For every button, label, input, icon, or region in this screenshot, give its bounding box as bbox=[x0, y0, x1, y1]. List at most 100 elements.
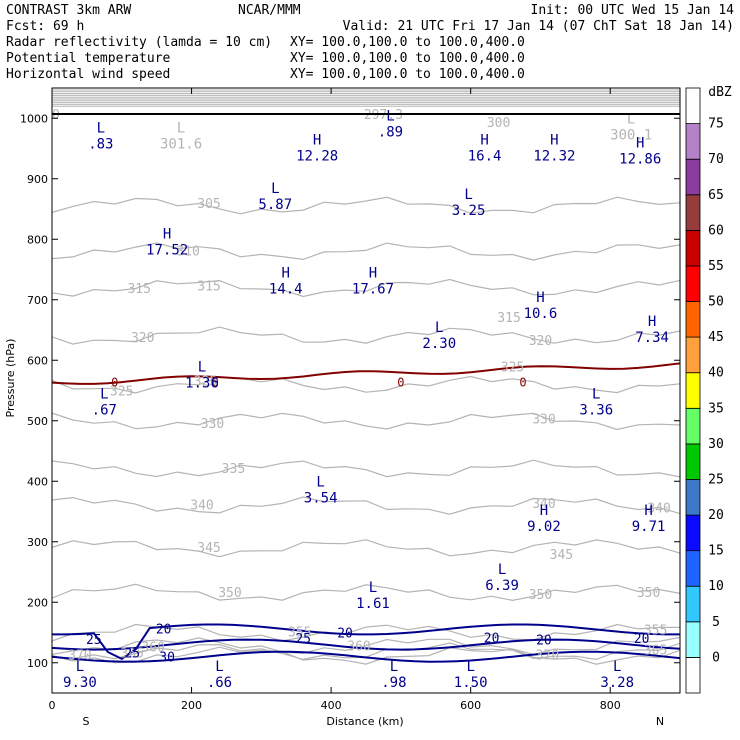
center-value: 9.02 bbox=[527, 519, 561, 535]
colorbar-unit: dBZ bbox=[708, 85, 732, 100]
theta-contour-310 bbox=[52, 242, 680, 261]
center-type: L bbox=[100, 387, 108, 403]
theta-label: 325 bbox=[501, 361, 524, 376]
theta-label: 365 bbox=[121, 647, 144, 662]
wind-label: 25 bbox=[295, 632, 311, 647]
theta-label: 360 bbox=[141, 641, 164, 656]
center-type: L bbox=[464, 187, 472, 203]
colorbar-level: 75 bbox=[708, 117, 724, 132]
center-value: 3.54 bbox=[304, 490, 338, 506]
y-tick-label: 900 bbox=[27, 173, 48, 186]
center-L: L1.36 bbox=[185, 359, 219, 391]
colorbar-level: 45 bbox=[708, 330, 724, 345]
wind-label: 20 bbox=[484, 632, 500, 647]
center-value: 301.6 bbox=[160, 136, 202, 152]
theta-label: 345 bbox=[197, 541, 220, 556]
colorbar: 0 5 10 15 20 25 30 35 40 45 50 55 60 65 70 75 dBZ bbox=[685, 85, 732, 694]
wind-label: 20 bbox=[634, 632, 650, 647]
center-value: .67 bbox=[92, 403, 117, 419]
wind-label: 30 bbox=[159, 650, 175, 665]
theta-label: 315 bbox=[127, 282, 150, 297]
theta-contour-340 bbox=[52, 496, 680, 515]
center-type: H bbox=[163, 226, 171, 242]
center-value: 12.28 bbox=[296, 149, 338, 165]
theta-label: 370 bbox=[68, 648, 91, 663]
center-L: L3.25 bbox=[452, 187, 486, 219]
center-L: L6.39 bbox=[485, 562, 519, 594]
theta-label: 350 bbox=[218, 586, 241, 601]
theta-label: 335 bbox=[222, 462, 245, 477]
center-type: H bbox=[480, 133, 488, 149]
theta-label: 350 bbox=[529, 588, 552, 603]
center-type: H bbox=[282, 266, 290, 282]
center-type: L bbox=[613, 659, 621, 675]
center-value: 17.52 bbox=[146, 242, 188, 258]
center-value: 16.4 bbox=[468, 149, 502, 165]
theta-contour-305 bbox=[52, 196, 680, 215]
theta-label: 365 bbox=[644, 644, 667, 659]
colorbar-level: 55 bbox=[708, 259, 724, 274]
colorbar-swatch bbox=[685, 194, 701, 231]
wind-contour-30 bbox=[52, 650, 680, 663]
center-value: 1.36 bbox=[185, 375, 219, 391]
center-value: 2.30 bbox=[422, 336, 456, 352]
colorbar-level: 25 bbox=[708, 473, 724, 488]
theta-label: 355 bbox=[644, 624, 667, 639]
center-H: H17.52 bbox=[146, 226, 188, 258]
theta-contour-350 bbox=[52, 583, 680, 602]
colorbar-swatch bbox=[685, 443, 701, 480]
center-value: 1.50 bbox=[454, 675, 488, 691]
center-value: 10.6 bbox=[524, 306, 558, 322]
y-tick-label: 1000 bbox=[20, 112, 48, 125]
theta-label: 305 bbox=[197, 197, 220, 212]
colorbar-level: 0 bbox=[712, 650, 720, 665]
theta-label: 325 bbox=[110, 385, 133, 400]
extra-label: .0 bbox=[44, 108, 60, 123]
colorbar-swatch bbox=[685, 123, 701, 160]
theta-label: 370 bbox=[536, 648, 559, 663]
center-L: L.67 bbox=[92, 387, 117, 419]
colorbar-level: 10 bbox=[708, 579, 724, 594]
center-type: L bbox=[198, 359, 206, 375]
center-value: .89 bbox=[378, 124, 403, 140]
center-L: L.66 bbox=[207, 659, 232, 691]
theta-label: 345 bbox=[550, 548, 573, 563]
theta-contour-360 bbox=[52, 636, 680, 656]
wind-label: 25 bbox=[124, 647, 140, 662]
center-value: 5.87 bbox=[258, 197, 292, 213]
center-type: L bbox=[215, 659, 223, 675]
colorbar-level: 20 bbox=[708, 508, 724, 523]
center-H: H17.67 bbox=[352, 266, 394, 298]
x-tick-label: 400 bbox=[321, 699, 342, 712]
theta-contour-335 bbox=[52, 459, 680, 478]
center-type: L bbox=[498, 562, 506, 578]
colorbar-swatch bbox=[685, 657, 701, 694]
x-tick-label: 0 bbox=[49, 699, 56, 712]
colorbar-swatch bbox=[685, 301, 701, 338]
theta-label: 310 bbox=[176, 244, 199, 259]
colorbar-swatch bbox=[685, 514, 701, 552]
theta-label: 355 bbox=[288, 626, 311, 641]
center-L: L1.61 bbox=[356, 580, 390, 612]
wind-label: 25 bbox=[86, 633, 102, 648]
plot-frame bbox=[51, 87, 681, 694]
colorbar-level: 40 bbox=[708, 366, 724, 381]
zero-wind-label: 0 bbox=[519, 376, 526, 390]
colorbar-swatch bbox=[685, 407, 701, 445]
center-L: L1.50 bbox=[454, 659, 488, 691]
center-L: L.98 bbox=[381, 659, 406, 691]
theta-contour-315 bbox=[52, 278, 680, 298]
center-L: L2.30 bbox=[422, 320, 456, 352]
wind-label: 20 bbox=[536, 633, 552, 648]
x-tick-label: 200 bbox=[181, 699, 202, 712]
center-H: H9.02 bbox=[527, 503, 561, 535]
center-type: L bbox=[435, 320, 443, 336]
header-org: NCAR/MMM bbox=[238, 3, 301, 18]
legend-theta-xy: XY= 100.0,100.0 to 100.0,400.0 bbox=[290, 51, 525, 66]
center-value: 3.28 bbox=[600, 675, 634, 691]
center-value: 12.32 bbox=[533, 149, 575, 165]
